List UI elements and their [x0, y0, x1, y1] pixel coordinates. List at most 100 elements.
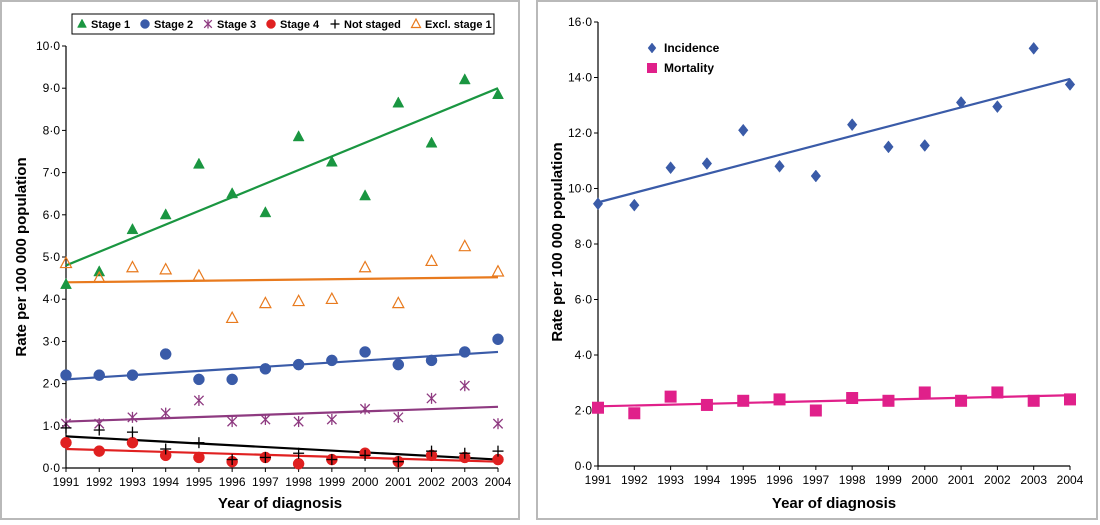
x-tick-label: 2003: [451, 475, 478, 489]
incidence-point: [665, 161, 676, 175]
excl-stage-1-point: [59, 256, 73, 269]
stage-1-legend-marker: [77, 18, 87, 28]
legend-box: [71, 13, 495, 35]
stage-3-point: [326, 413, 337, 425]
x-tick-label: 1992: [86, 475, 113, 489]
stage-2-point: [259, 363, 272, 375]
mortality-legend-marker: [647, 63, 657, 73]
excl-stage-1-point: [192, 268, 206, 281]
stage-3-point: [359, 403, 371, 415]
mortality-point: [737, 394, 750, 407]
stage-1-point: [259, 206, 272, 218]
x-tick-label: 2000: [352, 475, 379, 489]
not-staged-point: [326, 454, 338, 466]
not-staged-point: [392, 456, 404, 468]
incidence-point: [883, 140, 894, 154]
x-tick-label: 1999: [318, 475, 345, 489]
stage-2-point: [292, 358, 305, 371]
stage-1-point: [392, 96, 405, 108]
x-tick-label: 1991: [53, 475, 80, 489]
mortality-point: [700, 398, 713, 411]
excl-stage-1-legend-label: Excl. stage 1: [425, 19, 492, 31]
stage-2-point: [93, 369, 105, 381]
legend: Incidence Mortality: [647, 41, 720, 75]
stage-3-trend-line: [65, 405, 499, 423]
stage-4-point: [292, 458, 305, 470]
x-tick-label: 1994: [694, 473, 721, 487]
not-staged-point: [60, 422, 72, 434]
stage-3-point: [260, 413, 271, 425]
y-axis-title: Rate per 100 000 population: [13, 157, 30, 356]
stage-1-point: [492, 87, 504, 100]
mortality-point: [592, 401, 604, 414]
excl-stage-1-trend-line: [65, 276, 499, 284]
incidence-point: [992, 100, 1003, 114]
incidence-legend-marker: [647, 42, 657, 54]
excl-stage-1-point: [258, 296, 272, 309]
stage-4-trend-line: [65, 447, 499, 463]
not-staged-point: [293, 447, 305, 459]
incidence-point: [701, 157, 713, 170]
stage-3-point: [227, 416, 238, 428]
trend-lines: [597, 77, 1071, 408]
stage-2-point: [126, 369, 139, 381]
y-tick-label: 9·0: [43, 81, 61, 95]
x-tick-label: 2002: [418, 475, 445, 489]
mortality-point: [955, 394, 968, 407]
y-tick-label: 0·0: [43, 461, 61, 475]
x-tick-label: 2003: [1020, 473, 1047, 487]
y-tick-label: 12·0: [568, 126, 592, 140]
left-chart-panel: Stage 1 Stage 2 Stage 3 Stage 4 Not staged Ex…: [0, 0, 520, 520]
excl-stage-1-legend-marker: [410, 17, 422, 29]
stage-1-point: [359, 189, 371, 201]
stage-1-point: [325, 155, 338, 167]
mortality-trend-line: [597, 394, 1071, 408]
axes: 0·0 1·0 2·0 3·0 4·0 5·0 6·0 7·0 8·0 9·0 10·0 1991 19…: [36, 39, 512, 489]
x-tick-label: 1992: [621, 473, 648, 487]
stage-1-point: [60, 277, 72, 289]
excl-stage-1-point: [491, 264, 505, 277]
y-tick-label: 1·0: [43, 419, 61, 433]
y-tick-label: 7·0: [43, 166, 61, 180]
y-tick-label: 10·0: [568, 182, 592, 196]
stage-rates-chart: Stage 1 Stage 2 Stage 3 Stage 4 Not staged Ex…: [13, 13, 512, 512]
excl-stage-1-point: [159, 262, 173, 275]
stage-3-point: [426, 392, 437, 404]
excl-stage-1-point: [92, 270, 106, 283]
excl-stage-1-point: [125, 260, 139, 273]
y-tick-label: 0·0: [575, 459, 593, 473]
y-tick-label: 10·0: [36, 39, 60, 53]
not-staged-point: [226, 454, 238, 466]
not-staged-point: [193, 437, 205, 449]
stage-3-point: [393, 411, 404, 423]
stage-2-point: [392, 358, 405, 371]
x-tick-label: 1993: [119, 475, 146, 489]
mortality-legend-label: Mortality: [664, 61, 714, 75]
stage-3-point: [193, 394, 205, 406]
stage-1-point: [458, 73, 471, 85]
legend-items: Stage 1 Stage 2 Stage 3 Stage 4 Not staged Ex…: [77, 17, 492, 31]
y-tick-label: 2·0: [575, 404, 593, 418]
stage-1-point: [425, 136, 438, 148]
incidence-point: [629, 198, 640, 212]
mortality-point: [1064, 393, 1076, 406]
stage-4-legend-marker: [266, 19, 276, 29]
y-tick-label: 6·0: [575, 293, 593, 307]
x-tick-label: 2004: [485, 475, 512, 489]
y-tick-label: 2·0: [43, 377, 61, 391]
x-tick-label: 2004: [1057, 473, 1084, 487]
y-tick-label: 3·0: [43, 334, 61, 348]
excl-stage-1-point: [391, 296, 405, 309]
mortality-point: [628, 407, 641, 420]
not-staged-legend-label: Not staged: [344, 19, 401, 31]
mortality-point: [991, 386, 1004, 399]
stage-3-point: [459, 380, 470, 392]
incidence-point: [1028, 41, 1039, 55]
stage-2-legend-label: Stage 2: [154, 19, 193, 31]
x-tick-label: 1996: [219, 475, 246, 489]
mortality-point: [918, 386, 931, 399]
stage-4-legend-label: Stage 4: [280, 19, 320, 31]
stage-4-point: [60, 436, 72, 449]
stage-3-legend-marker: [203, 19, 213, 29]
y-tick-label: 4·0: [575, 348, 593, 362]
